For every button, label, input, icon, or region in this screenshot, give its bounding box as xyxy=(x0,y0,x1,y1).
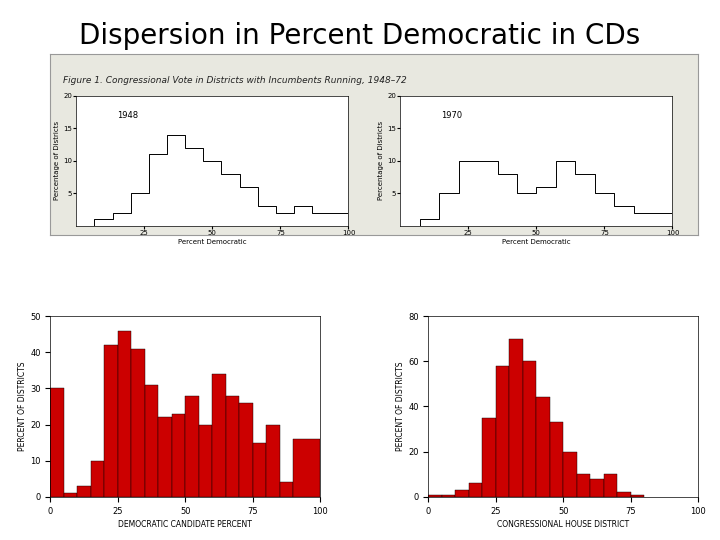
Bar xyxy=(618,492,631,497)
Y-axis label: PERCENT OF DISTRICTS: PERCENT OF DISTRICTS xyxy=(18,362,27,451)
Bar xyxy=(631,495,644,497)
Bar xyxy=(428,495,442,497)
Bar xyxy=(469,483,482,497)
Bar xyxy=(158,417,172,497)
Bar xyxy=(455,490,469,497)
Bar xyxy=(577,474,590,497)
Bar xyxy=(590,479,604,497)
Bar xyxy=(266,424,280,497)
Y-axis label: PERCENT OF DISTRICTS: PERCENT OF DISTRICTS xyxy=(396,362,405,451)
Bar xyxy=(199,424,212,497)
Bar xyxy=(145,384,158,497)
Bar xyxy=(294,439,320,497)
Bar xyxy=(172,414,186,497)
Bar xyxy=(550,422,563,497)
Bar xyxy=(186,396,199,497)
Bar xyxy=(280,482,294,497)
Bar xyxy=(442,495,455,497)
Bar xyxy=(64,493,78,497)
Bar xyxy=(253,443,266,497)
Bar xyxy=(604,474,618,497)
Bar xyxy=(563,451,577,497)
X-axis label: CONGRESSIONAL HOUSE DISTRICT: CONGRESSIONAL HOUSE DISTRICT xyxy=(498,519,629,529)
Bar xyxy=(496,366,510,497)
Bar xyxy=(226,396,239,497)
Bar xyxy=(91,461,104,497)
Bar xyxy=(523,361,536,497)
Bar xyxy=(536,397,550,497)
X-axis label: DEMOCRATIC CANDIDATE PERCENT: DEMOCRATIC CANDIDATE PERCENT xyxy=(119,519,252,529)
Bar xyxy=(510,339,523,497)
Bar xyxy=(482,418,496,497)
Bar xyxy=(118,330,132,497)
Bar xyxy=(50,388,64,497)
Text: Figure 1. Congressional Vote in Districts with Incumbents Running, 1948–72: Figure 1. Congressional Vote in District… xyxy=(63,76,407,85)
Text: Dispersion in Percent Democratic in CDs: Dispersion in Percent Democratic in CDs xyxy=(79,22,641,50)
Bar xyxy=(132,349,145,497)
Bar xyxy=(78,486,91,497)
Bar xyxy=(239,403,253,497)
Bar xyxy=(104,345,118,497)
Bar xyxy=(212,374,226,497)
